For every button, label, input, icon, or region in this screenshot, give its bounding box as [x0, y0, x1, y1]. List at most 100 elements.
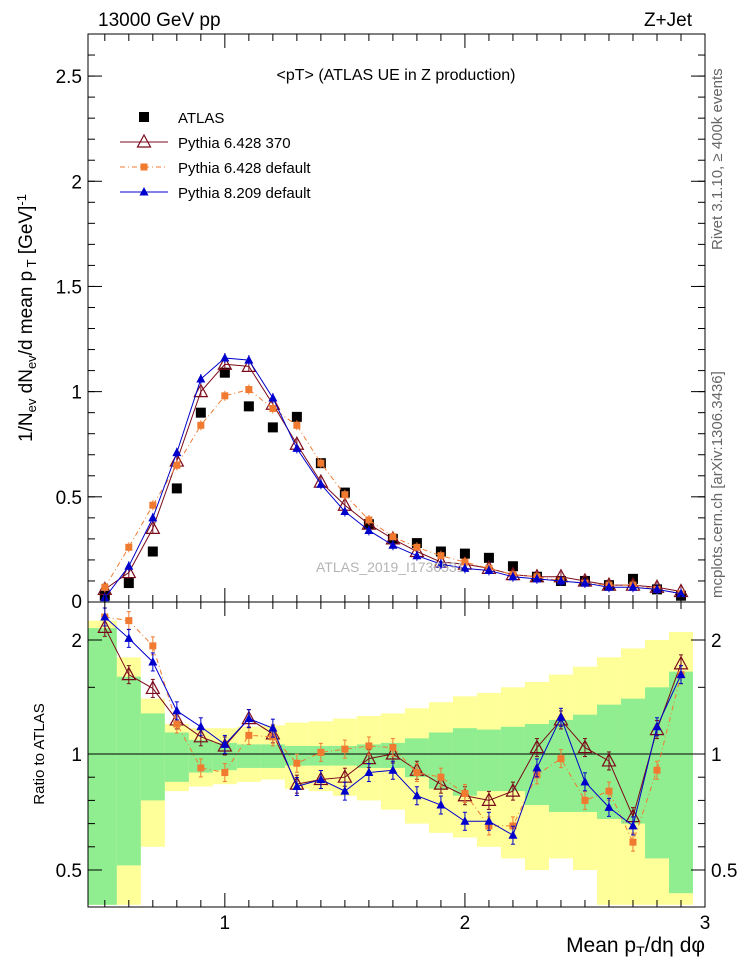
ratio-point: [460, 816, 470, 825]
data-point: [460, 563, 470, 572]
ratio-point: [197, 764, 205, 772]
legend-item: Pythia 6.428 370: [120, 133, 291, 152]
ratio-point: [125, 617, 133, 625]
data-point: [221, 392, 229, 400]
ratio-point: [220, 739, 230, 748]
xtick-label: 3: [700, 913, 711, 934]
data-point: [149, 501, 157, 509]
plot-title: <pT> (ATLAS UE in Z production): [277, 67, 516, 84]
stat-band-bin: [620, 698, 645, 824]
data-point: [508, 571, 518, 581]
data-point: [195, 407, 206, 418]
data-point: [244, 355, 254, 364]
ratio-point: [316, 774, 326, 784]
data-point: [437, 552, 445, 560]
ratio-panel: 0.5 0.5 1 1 2 2 1 2 3: [56, 601, 737, 934]
legend-label: Pythia 6.428 370: [178, 135, 291, 152]
ratio-point: [121, 666, 137, 681]
ratio-point: [652, 721, 662, 731]
ratio-point: [676, 669, 686, 679]
ratio-point: [173, 720, 181, 728]
data-point: [121, 564, 137, 579]
legend: ATLAS Pythia 6.428 370 Pythia 6.428 defaul…: [120, 110, 311, 202]
stat-band-bin: [668, 671, 693, 894]
main-ytick-label: 2: [71, 172, 82, 193]
ratio-point: [221, 769, 229, 777]
ratio-series-pythia-8-209-default: [100, 607, 686, 845]
data-point: [412, 550, 422, 560]
ratio-point: [100, 612, 110, 621]
ratio-point: [172, 705, 182, 715]
main-ytick-label: 1.5: [56, 277, 82, 298]
main-y-axis-label: 1/Nev dNev/d mean p T [GeV]-1: [14, 194, 39, 442]
data-point: [604, 582, 614, 591]
ratio-point: [364, 767, 374, 777]
data-point: [293, 421, 301, 429]
stat-band-bin: [476, 729, 501, 792]
ratio-point: [436, 800, 446, 809]
data-point: [243, 401, 254, 412]
ratio-point: [529, 739, 545, 754]
ratio-point: [244, 713, 254, 723]
ratio-point: [385, 745, 401, 760]
data-point: [316, 479, 326, 488]
ratio-point: [145, 680, 161, 695]
data-point: [220, 352, 230, 362]
data-point: [197, 421, 205, 429]
xtick-label: 1: [220, 913, 231, 934]
ratio-point: [148, 656, 158, 666]
ratio-y-axis-label: Ratio to ATLAS: [31, 703, 48, 804]
ratio-point: [532, 762, 542, 772]
legend-marker: [140, 163, 148, 171]
data-point: [245, 386, 253, 394]
ratio-point: [193, 728, 209, 743]
ratio-point: [437, 773, 445, 781]
legend-label: Pythia 8.209 default: [178, 185, 311, 202]
ratio-point: [340, 786, 350, 795]
ratio-point: [413, 769, 421, 777]
ratio-point: [341, 745, 349, 753]
ratio-ytick-label-right: 0.5: [711, 861, 737, 882]
main-ytick-label: 2.5: [56, 67, 82, 88]
ratio-point: [577, 739, 593, 754]
data-point: [340, 506, 350, 516]
stat-band-bin: [164, 732, 189, 782]
data-point: [507, 561, 518, 572]
data-point: [365, 516, 373, 524]
main-ytick-label: 0: [71, 592, 82, 613]
data-point: [436, 559, 446, 568]
xtick-label: 2: [460, 913, 471, 934]
data-point: [532, 573, 542, 583]
stat-band-bin: [88, 628, 117, 905]
data-point: [413, 543, 421, 551]
ratio-point: [508, 830, 518, 839]
x-axis-label: Mean pT/dη dφ: [566, 934, 705, 959]
ratio-point: [365, 742, 373, 750]
ratio-point: [149, 642, 157, 650]
ratio-ytick-label-right: 2: [711, 631, 722, 652]
ratio-point: [292, 781, 302, 790]
data-point: [171, 483, 182, 494]
data-point: [193, 383, 209, 398]
ratio-point: [505, 782, 521, 797]
data-point: [292, 443, 302, 452]
legend-item: Pythia 8.209 default: [120, 185, 311, 202]
data-point: [389, 533, 397, 541]
ratio-point: [268, 723, 278, 732]
ratio-point: [580, 776, 590, 786]
data-point: [173, 461, 181, 469]
ratio-point: [557, 755, 565, 763]
ratio-point: [388, 765, 398, 774]
data-point: [341, 491, 349, 499]
data-point: [483, 552, 494, 563]
data-point: [317, 459, 325, 467]
ratio-point: [484, 816, 494, 825]
data-point: [124, 561, 134, 570]
ratio-point: [604, 802, 614, 811]
stat-band-bin: [500, 726, 525, 792]
legend-item: ATLAS: [139, 110, 224, 127]
ratio-point: [601, 752, 617, 767]
data-point: [196, 374, 206, 383]
ratio-point: [433, 775, 449, 790]
